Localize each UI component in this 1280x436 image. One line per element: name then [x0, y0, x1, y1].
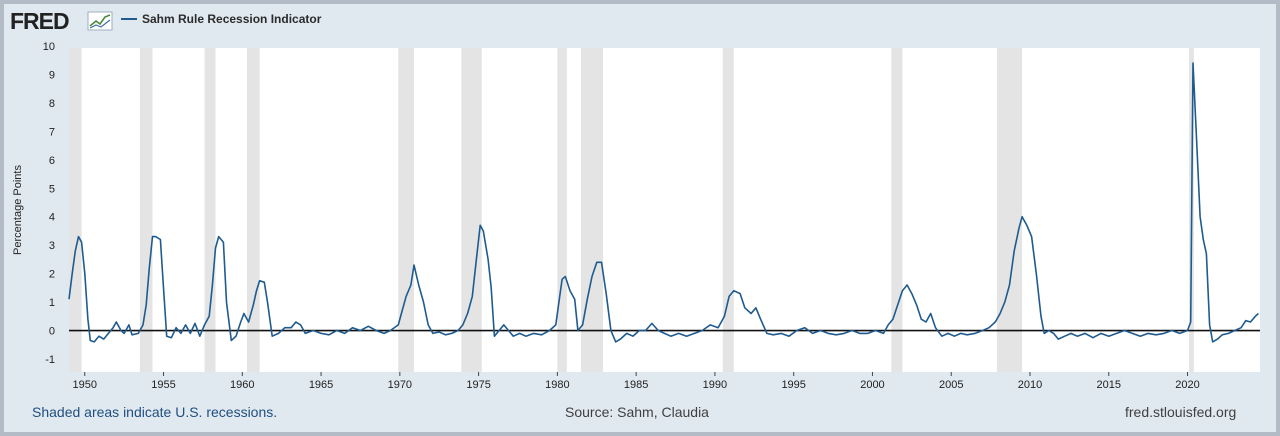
x-tick-label: 2000	[860, 379, 884, 391]
recession-band	[557, 48, 567, 372]
recession-note: Shaded areas indicate U.S. recessions.	[32, 404, 278, 420]
recession-band	[204, 48, 216, 372]
y-tick-label: 1	[49, 297, 55, 309]
y-tick-label: 3	[49, 240, 55, 252]
y-tick-label: 6	[49, 155, 55, 167]
y-axis-label: Percentage Points	[12, 165, 24, 255]
x-axis-ticks: 1950 1955 1960 1965 1970 1975 1980 1985 1990 1995…	[73, 372, 1200, 391]
y-tick-label: 5	[49, 183, 55, 195]
y-tick-label: 4	[49, 212, 55, 224]
x-tick-label: 1955	[151, 379, 175, 391]
x-tick-label: 2005	[939, 379, 963, 391]
y-tick-label: -1	[45, 354, 55, 366]
x-tick-label: 1965	[309, 379, 333, 391]
recession-band	[996, 48, 1023, 372]
plot-area	[69, 48, 1260, 372]
x-tick-label: 1990	[703, 379, 727, 391]
y-tick-label: 0	[49, 326, 55, 338]
y-tick-label: 7	[49, 126, 55, 138]
x-tick-label: 1960	[230, 379, 254, 391]
fred-logo[interactable]: FRED	[10, 8, 70, 34]
x-tick-label: 1980	[545, 379, 569, 391]
y-tick-label: 8	[49, 98, 55, 110]
site-link[interactable]: fred.stlouisfed.org	[1125, 404, 1237, 420]
y-tick-label: 10	[43, 41, 55, 53]
source-note: Source: Sahm, Claudia	[565, 404, 709, 420]
legend-label: Sahm Rule Recession Indicator	[142, 12, 322, 26]
recession-band	[398, 48, 415, 372]
y-tick-label: 9	[49, 69, 55, 81]
x-tick-label: 1975	[466, 379, 490, 391]
recession-band	[722, 48, 734, 372]
y-axis-ticks: -1 0 1 2 3 4 5 6 7 8 9 10	[43, 41, 55, 366]
x-tick-label: 2015	[1097, 379, 1121, 391]
x-tick-label: 2010	[1018, 379, 1042, 391]
x-tick-label: 1950	[73, 379, 97, 391]
x-tick-label: 2020	[1175, 379, 1199, 391]
x-tick-label: 1970	[388, 379, 412, 391]
chart-frame: -1 0 1 2 3 4 5 6 7 8 9 10 1950 1955 1960 1965 1970 1975 1…	[4, 4, 1276, 432]
recession-band	[461, 48, 482, 372]
series-line-sahm-rule	[68, 62, 1259, 343]
fred-logo-graph-icon	[87, 11, 113, 31]
recession-band	[247, 48, 260, 372]
recession-band	[69, 48, 82, 372]
y-tick-label: 2	[49, 269, 55, 281]
recession-band	[581, 48, 604, 372]
x-tick-label: 1985	[624, 379, 648, 391]
recession-band	[891, 48, 903, 372]
recession-band	[139, 48, 153, 372]
x-tick-label: 1995	[781, 379, 805, 391]
